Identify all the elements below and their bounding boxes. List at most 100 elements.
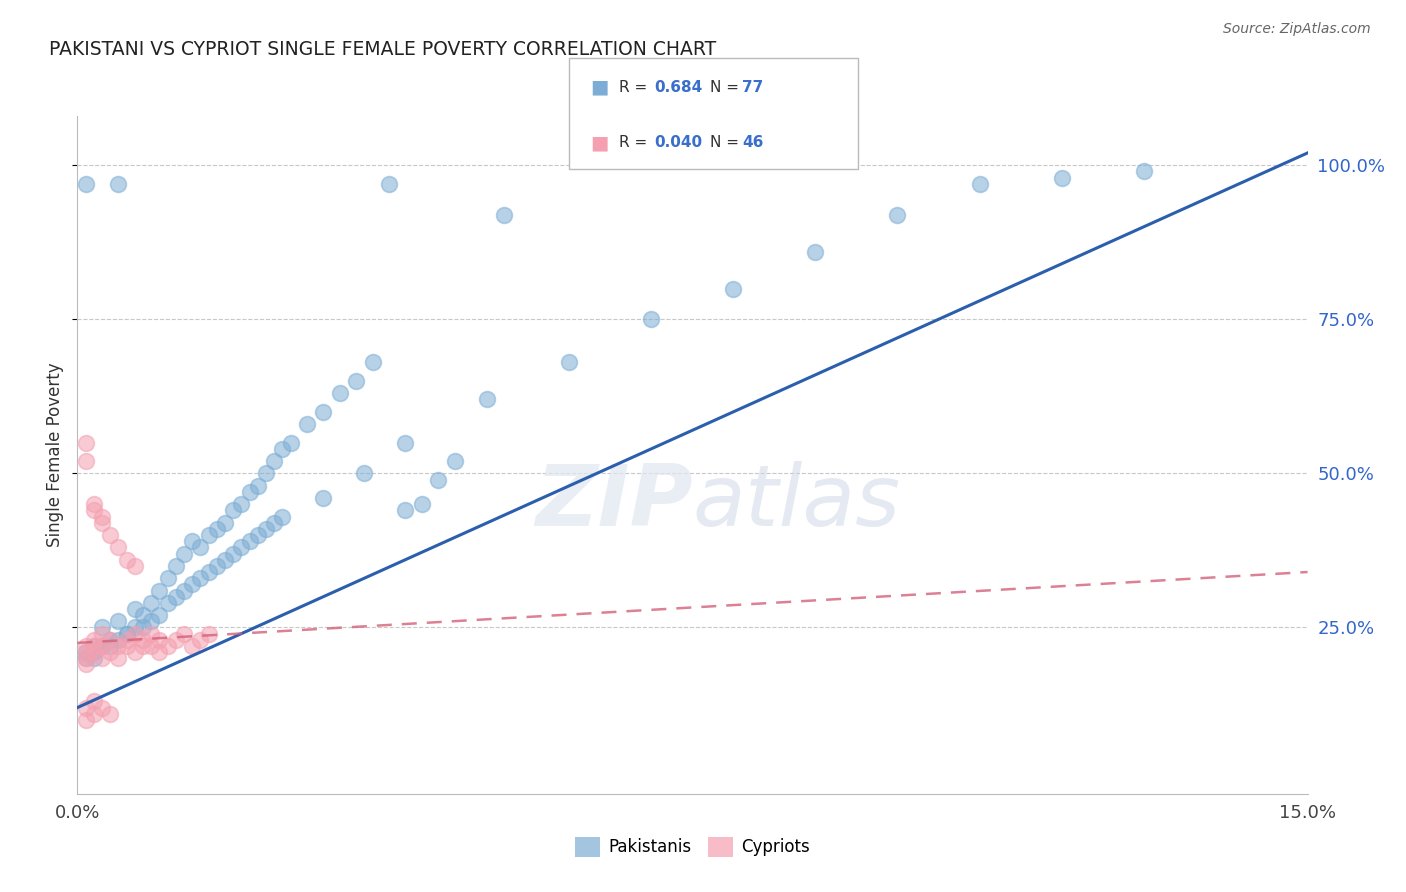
Point [90, 620, 114, 634]
Point [886, 208, 908, 222]
Point [969, 177, 991, 191]
Point [156, 571, 179, 585]
Text: R =: R = [619, 80, 652, 95]
Point [90, 509, 114, 524]
Point [90, 516, 114, 530]
Point [188, 632, 212, 647]
Point [83, 632, 105, 647]
Point [75, 645, 97, 659]
Point [558, 355, 581, 369]
Point [173, 547, 195, 561]
Point [394, 503, 416, 517]
Point [107, 541, 129, 555]
Point [165, 590, 187, 604]
Point [181, 577, 204, 591]
Point [107, 177, 129, 191]
Text: ■: ■ [591, 78, 609, 97]
Point [181, 639, 204, 653]
Point [75, 651, 97, 665]
Point [75, 700, 97, 714]
Point [83, 706, 105, 721]
Point [98, 632, 121, 647]
Point [205, 558, 228, 573]
Point [378, 177, 401, 191]
Point [280, 435, 302, 450]
Point [222, 503, 245, 517]
Point [132, 620, 155, 634]
Point [312, 405, 335, 419]
Text: N =: N = [710, 80, 744, 95]
Point [214, 552, 236, 566]
Text: ZIP: ZIP [534, 461, 693, 544]
Point [98, 639, 121, 653]
Point [148, 608, 170, 623]
Point [231, 541, 253, 555]
Text: 0.684: 0.684 [654, 80, 702, 95]
Point [124, 602, 146, 616]
Point [98, 632, 121, 647]
Point [263, 516, 285, 530]
Point [75, 651, 97, 665]
Point [115, 626, 138, 640]
Point [132, 639, 155, 653]
Point [188, 541, 212, 555]
Point [181, 534, 204, 549]
Point [83, 645, 105, 659]
Text: 0.040: 0.040 [654, 136, 702, 150]
Point [75, 713, 97, 727]
Point [124, 626, 146, 640]
Point [427, 473, 450, 487]
Point [98, 645, 121, 659]
Point [1050, 170, 1073, 185]
Point [124, 645, 146, 659]
Point [329, 386, 352, 401]
Point [156, 639, 179, 653]
Point [98, 706, 121, 721]
Point [156, 596, 179, 610]
Point [197, 565, 219, 579]
Point [141, 615, 163, 629]
Point [254, 467, 277, 481]
Point [75, 177, 97, 191]
Point [246, 528, 269, 542]
Point [124, 620, 146, 634]
Point [83, 651, 105, 665]
Point [124, 558, 146, 573]
Point [222, 547, 245, 561]
Point [640, 312, 662, 326]
Point [173, 626, 195, 640]
Point [197, 626, 219, 640]
Point [107, 632, 129, 647]
Point [239, 484, 262, 499]
Point [115, 639, 138, 653]
Point [75, 435, 97, 450]
Point [231, 497, 253, 511]
Point [804, 244, 827, 259]
Point [75, 657, 97, 672]
Point [90, 626, 114, 640]
Point [271, 442, 294, 456]
Point [83, 497, 105, 511]
Point [263, 454, 285, 468]
Point [115, 632, 138, 647]
Text: ■: ■ [591, 133, 609, 153]
Point [173, 583, 195, 598]
Legend: Pakistanis, Cypriots: Pakistanis, Cypriots [568, 830, 817, 863]
Point [132, 608, 155, 623]
Point [477, 392, 499, 407]
Point [214, 516, 236, 530]
Point [344, 374, 367, 388]
Point [148, 583, 170, 598]
Point [98, 528, 121, 542]
Text: PAKISTANI VS CYPRIOT SINGLE FEMALE POVERTY CORRELATION CHART: PAKISTANI VS CYPRIOT SINGLE FEMALE POVER… [49, 40, 717, 59]
Point [148, 632, 170, 647]
Text: 77: 77 [742, 80, 763, 95]
Point [165, 632, 187, 647]
Point [83, 645, 105, 659]
Point [83, 503, 105, 517]
Text: 46: 46 [742, 136, 763, 150]
Point [205, 522, 228, 536]
Text: atlas: atlas [693, 461, 900, 544]
Point [141, 639, 163, 653]
Point [295, 417, 318, 431]
